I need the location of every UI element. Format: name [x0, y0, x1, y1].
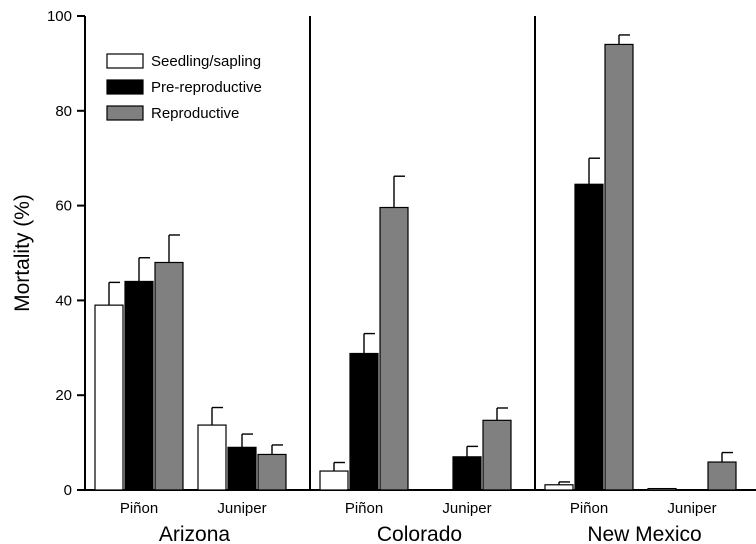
bar — [319, 470, 349, 491]
legend-label: Reproductive — [151, 105, 239, 122]
bar — [452, 456, 482, 491]
legend: Seedling/sapling Pre-reproductive Reproduc… — [106, 53, 262, 122]
region-label: New Mexico — [587, 523, 701, 544]
y-axis-label: Mortality (%) — [11, 194, 34, 312]
error-bars — [108, 34, 733, 485]
legend-swatch — [106, 105, 144, 121]
y-tick-label: 40 — [55, 292, 72, 309]
species-label: Piñon — [345, 500, 383, 517]
bar — [124, 280, 154, 491]
bar — [227, 446, 257, 491]
species-label: Juniper — [217, 500, 266, 517]
bar — [94, 304, 124, 491]
bar — [154, 261, 184, 491]
bar — [544, 484, 574, 491]
legend-swatch — [106, 53, 144, 69]
bar — [482, 419, 512, 491]
y-tick-label: 60 — [55, 198, 72, 215]
legend-label: Seedling/sapling — [151, 53, 261, 70]
bar — [379, 206, 409, 491]
bar — [257, 453, 287, 491]
region-label: Arizona — [159, 523, 231, 544]
species-label: Piñon — [120, 500, 158, 517]
species-label: Juniper — [442, 500, 491, 517]
bar — [707, 461, 737, 491]
species-label: Juniper — [667, 500, 716, 517]
bar — [574, 183, 604, 491]
y-tick-label: 0 — [64, 482, 72, 499]
bars — [94, 43, 737, 491]
bar — [349, 352, 379, 491]
y-tick-label: 100 — [47, 8, 72, 25]
legend-swatch — [106, 79, 144, 95]
legend-label: Pre-reproductive — [151, 79, 262, 96]
axes: 0 20 40 60 80 100 — [47, 8, 756, 499]
y-tick-label: 20 — [55, 387, 72, 404]
species-label: Piñon — [570, 500, 608, 517]
bar — [604, 43, 634, 491]
bar — [647, 487, 677, 491]
bar — [197, 424, 227, 491]
y-tick-label: 80 — [55, 103, 72, 120]
region-label: Colorado — [377, 523, 462, 544]
